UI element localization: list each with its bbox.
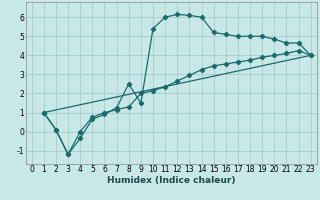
X-axis label: Humidex (Indice chaleur): Humidex (Indice chaleur): [107, 176, 236, 185]
